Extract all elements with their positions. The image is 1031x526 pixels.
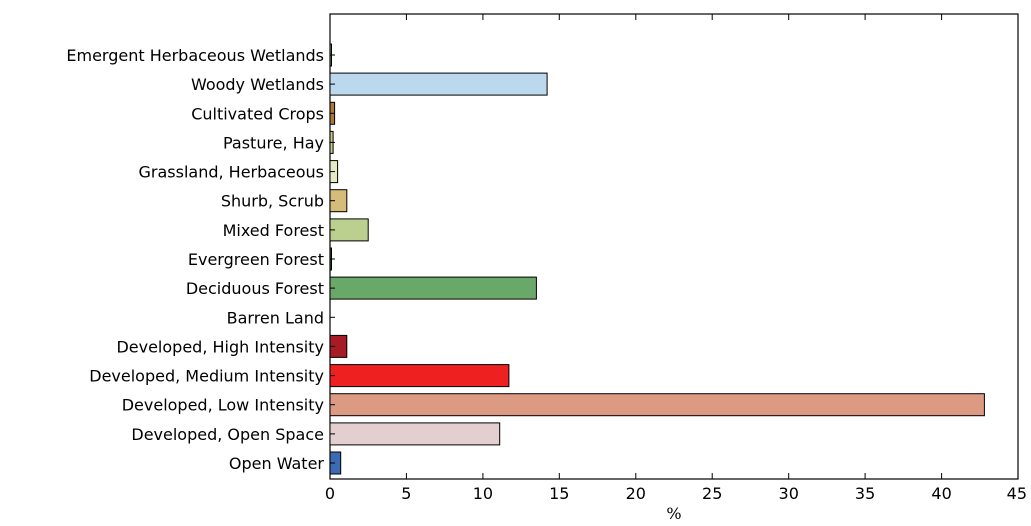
- x-tick-label: 20: [626, 484, 646, 503]
- category-label: Barren Land: [227, 308, 324, 327]
- bar: [329, 276, 537, 300]
- category-label: Deciduous Forest: [186, 279, 324, 298]
- bar: [329, 393, 985, 417]
- x-tick-label: 10: [473, 484, 493, 503]
- bar: [329, 72, 548, 96]
- category-label: Evergreen Forest: [188, 250, 324, 269]
- x-tick-label: 30: [779, 484, 799, 503]
- category-label: Developed, Medium Intensity: [89, 367, 324, 386]
- category-label: Pasture, Hay: [223, 133, 324, 152]
- category-label: Woody Wetlands: [191, 75, 324, 94]
- x-tick-label: 5: [401, 484, 411, 503]
- x-tick-label: 15: [549, 484, 569, 503]
- x-axis-label: %: [666, 504, 681, 523]
- category-label: Developed, Low Intensity: [122, 396, 324, 415]
- category-label: Shurb, Scrub: [221, 192, 324, 211]
- x-tick-label: 25: [702, 484, 722, 503]
- x-tick-label: 40: [931, 484, 951, 503]
- category-label: Cultivated Crops: [191, 104, 324, 123]
- category-label: Emergent Herbaceous Wetlands: [66, 46, 324, 65]
- bar: [329, 364, 510, 388]
- category-label: Developed, High Intensity: [116, 337, 324, 356]
- category-label: Developed, Open Space: [131, 425, 324, 444]
- category-label: Open Water: [229, 454, 325, 473]
- x-tick-label: 0: [325, 484, 335, 503]
- bar: [329, 422, 501, 446]
- category-labels: Emergent Herbaceous Wetlands Woody Wetlan…: [66, 46, 324, 473]
- bar: [329, 218, 369, 242]
- bars-group: [329, 43, 985, 475]
- x-axis-ticks: 0 5 10 15 20 25 30 35 40 45: [325, 14, 1027, 503]
- category-label: Grassland, Herbaceous: [139, 163, 325, 182]
- category-label: Mixed Forest: [223, 221, 324, 240]
- x-tick-label: 35: [855, 484, 875, 503]
- x-tick-label: 45: [1007, 484, 1027, 503]
